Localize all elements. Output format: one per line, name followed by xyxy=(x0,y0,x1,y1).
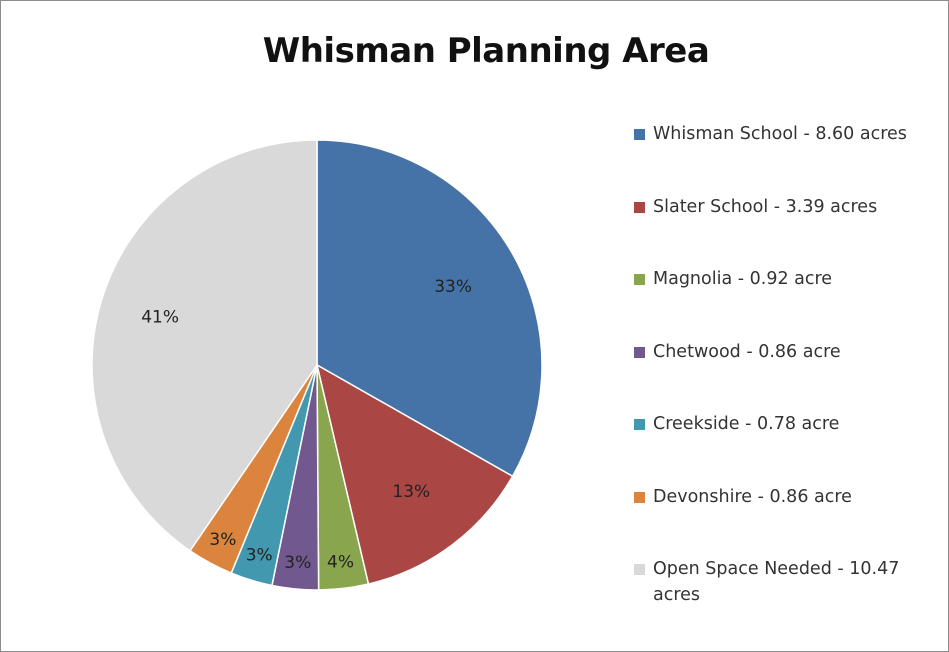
chart-title: Whisman Planning Area xyxy=(262,31,710,71)
legend-item-6: Devonshire - 0.86 acre xyxy=(634,484,944,510)
legend-swatch xyxy=(634,346,645,358)
legend-label: Magnolia - 0.92 acre xyxy=(653,269,833,289)
legend-label: Whisman School - 8.60 acres xyxy=(653,124,907,144)
legend-label: Open Space Needed - 10.47 acres xyxy=(653,559,900,605)
slice-label-5: 3% xyxy=(246,545,273,565)
slice-label-3: 4% xyxy=(327,553,354,573)
slice-label-2: 13% xyxy=(392,482,430,502)
legend-item-5: Creekside - 0.78 acre xyxy=(634,411,944,437)
slice-label-7: 41% xyxy=(141,308,179,328)
legend-label: Chetwood - 0.86 acre xyxy=(653,341,841,362)
slice-label-6: 3% xyxy=(209,530,236,550)
legend-swatch xyxy=(634,274,645,285)
legend-swatch xyxy=(634,201,645,213)
pie-slice-2 xyxy=(315,363,514,585)
legend-item-1: Whisman School - 8.60 acres xyxy=(634,121,944,147)
pie-slice-7 xyxy=(91,139,318,552)
legend-item-3: Magnolia - 0.92 acre xyxy=(634,266,944,292)
legend-item-2: Slater School - 3.39 acres xyxy=(634,194,944,220)
legend-item-7: Open Space Needed - 10.47 acres xyxy=(634,556,944,608)
slice-label-4: 3% xyxy=(284,553,311,573)
legend-swatch xyxy=(634,419,645,430)
legend-label: Devonshire - 0.86 acre xyxy=(653,486,852,507)
pie-slice-1 xyxy=(316,139,543,478)
legend-label: Slater School - 3.39 acres xyxy=(653,196,878,217)
legend-item-4: Chetwood - 0.86 acre xyxy=(634,339,944,365)
legend-swatch xyxy=(634,129,645,140)
legend-swatch xyxy=(634,491,645,503)
legend-label: Creekside - 0.78 acre xyxy=(653,414,840,434)
slice-label-1: 33% xyxy=(434,277,472,297)
legend-swatch xyxy=(634,564,645,575)
